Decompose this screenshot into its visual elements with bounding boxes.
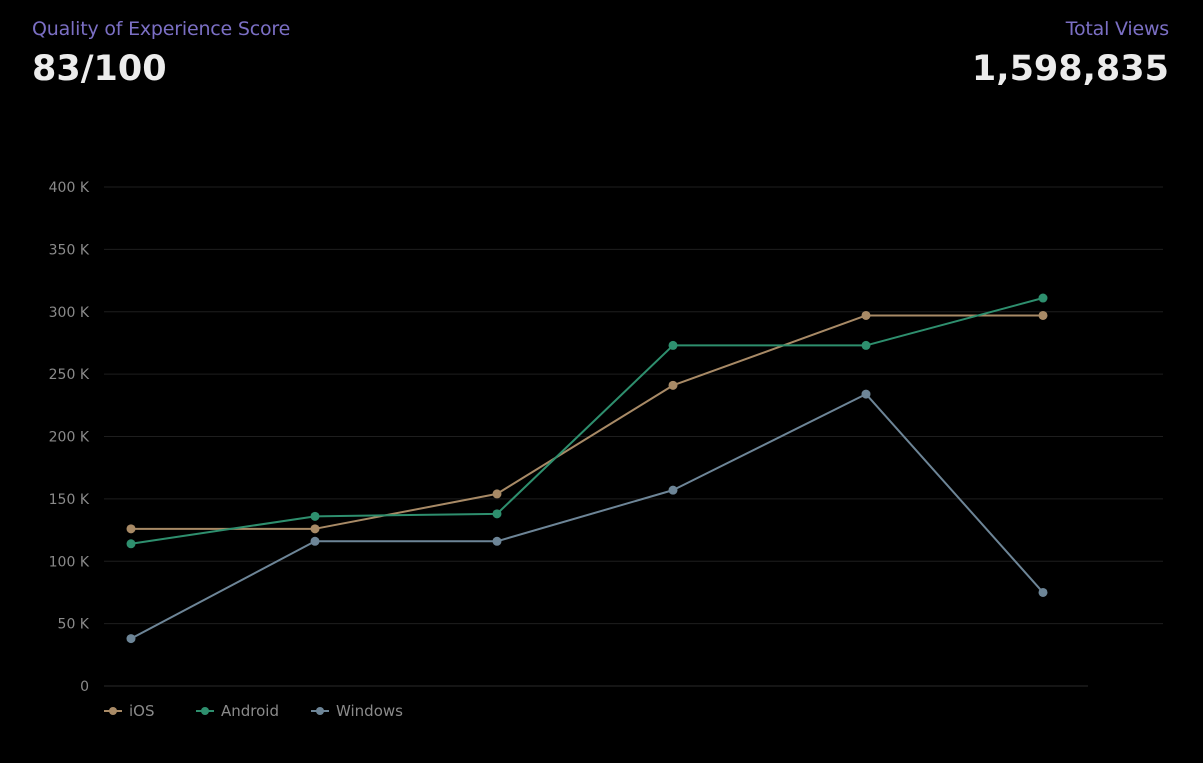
series-windows [126, 389, 1048, 644]
series-ios [126, 310, 1048, 534]
series-line-ios [131, 314, 1043, 530]
y-tick-label: 100 K [49, 554, 90, 570]
data-point-ios[interactable] [668, 380, 678, 390]
legend-item-android[interactable]: Android [196, 702, 279, 720]
legend-dot-marker [109, 707, 117, 715]
data-point-ios[interactable] [1038, 310, 1048, 320]
y-tick-label: 200 K [49, 430, 90, 446]
data-point-android[interactable] [668, 340, 678, 350]
data-point-android[interactable] [126, 539, 136, 549]
data-point-windows[interactable] [492, 536, 502, 546]
quality-score-kpi: Quality of Experience Score 83/100 [32, 16, 290, 94]
total-views-kpi: Total Views 1,598,835 [972, 16, 1169, 94]
data-point-android[interactable] [310, 511, 320, 521]
y-axis-ticks: 0 50 K 100 K 150 K 200 K 250 K 300 K 350 K 400 K [49, 180, 90, 695]
data-point-ios[interactable] [310, 524, 320, 534]
total-views-label: Total Views [1065, 18, 1169, 40]
legend-label: Windows [336, 702, 403, 720]
legend-dot-marker [201, 707, 209, 715]
y-tick-label: 0 [80, 679, 89, 695]
quality-score-value: 83/100 [32, 49, 167, 89]
series-line-windows [130, 393, 1044, 640]
y-tick-label: 50 K [58, 617, 90, 633]
data-point-ios[interactable] [126, 524, 136, 534]
grid-layer [104, 186, 1163, 687]
data-point-ios[interactable] [492, 489, 502, 499]
legend-item-ios[interactable]: iOS [104, 702, 155, 720]
y-tick-label: 150 K [49, 492, 90, 508]
legend-item-windows[interactable]: Windows [311, 702, 403, 720]
data-point-windows[interactable] [861, 389, 871, 399]
series-line-android [130, 297, 1044, 545]
data-point-android[interactable] [492, 509, 502, 519]
data-point-windows[interactable] [668, 485, 678, 495]
legend[interactable]: iOS Android Windows [104, 702, 403, 720]
legend-label: iOS [129, 702, 155, 720]
data-point-android[interactable] [861, 340, 871, 350]
data-point-windows[interactable] [126, 634, 136, 644]
y-tick-label: 250 K [49, 367, 90, 383]
data-point-windows[interactable] [1038, 587, 1048, 597]
data-point-android[interactable] [1038, 293, 1048, 303]
legend-label: Android [221, 702, 279, 720]
y-tick-label: 300 K [49, 305, 90, 321]
legend-dot-marker [316, 707, 324, 715]
data-point-windows[interactable] [310, 536, 320, 546]
series-layer [126, 293, 1048, 644]
series-android [126, 293, 1048, 549]
data-point-ios[interactable] [861, 310, 871, 320]
y-tick-label: 350 K [49, 242, 90, 258]
quality-score-label: Quality of Experience Score [32, 18, 291, 40]
y-tick-label: 400 K [49, 180, 90, 196]
total-views-value: 1,598,835 [971, 49, 1169, 89]
